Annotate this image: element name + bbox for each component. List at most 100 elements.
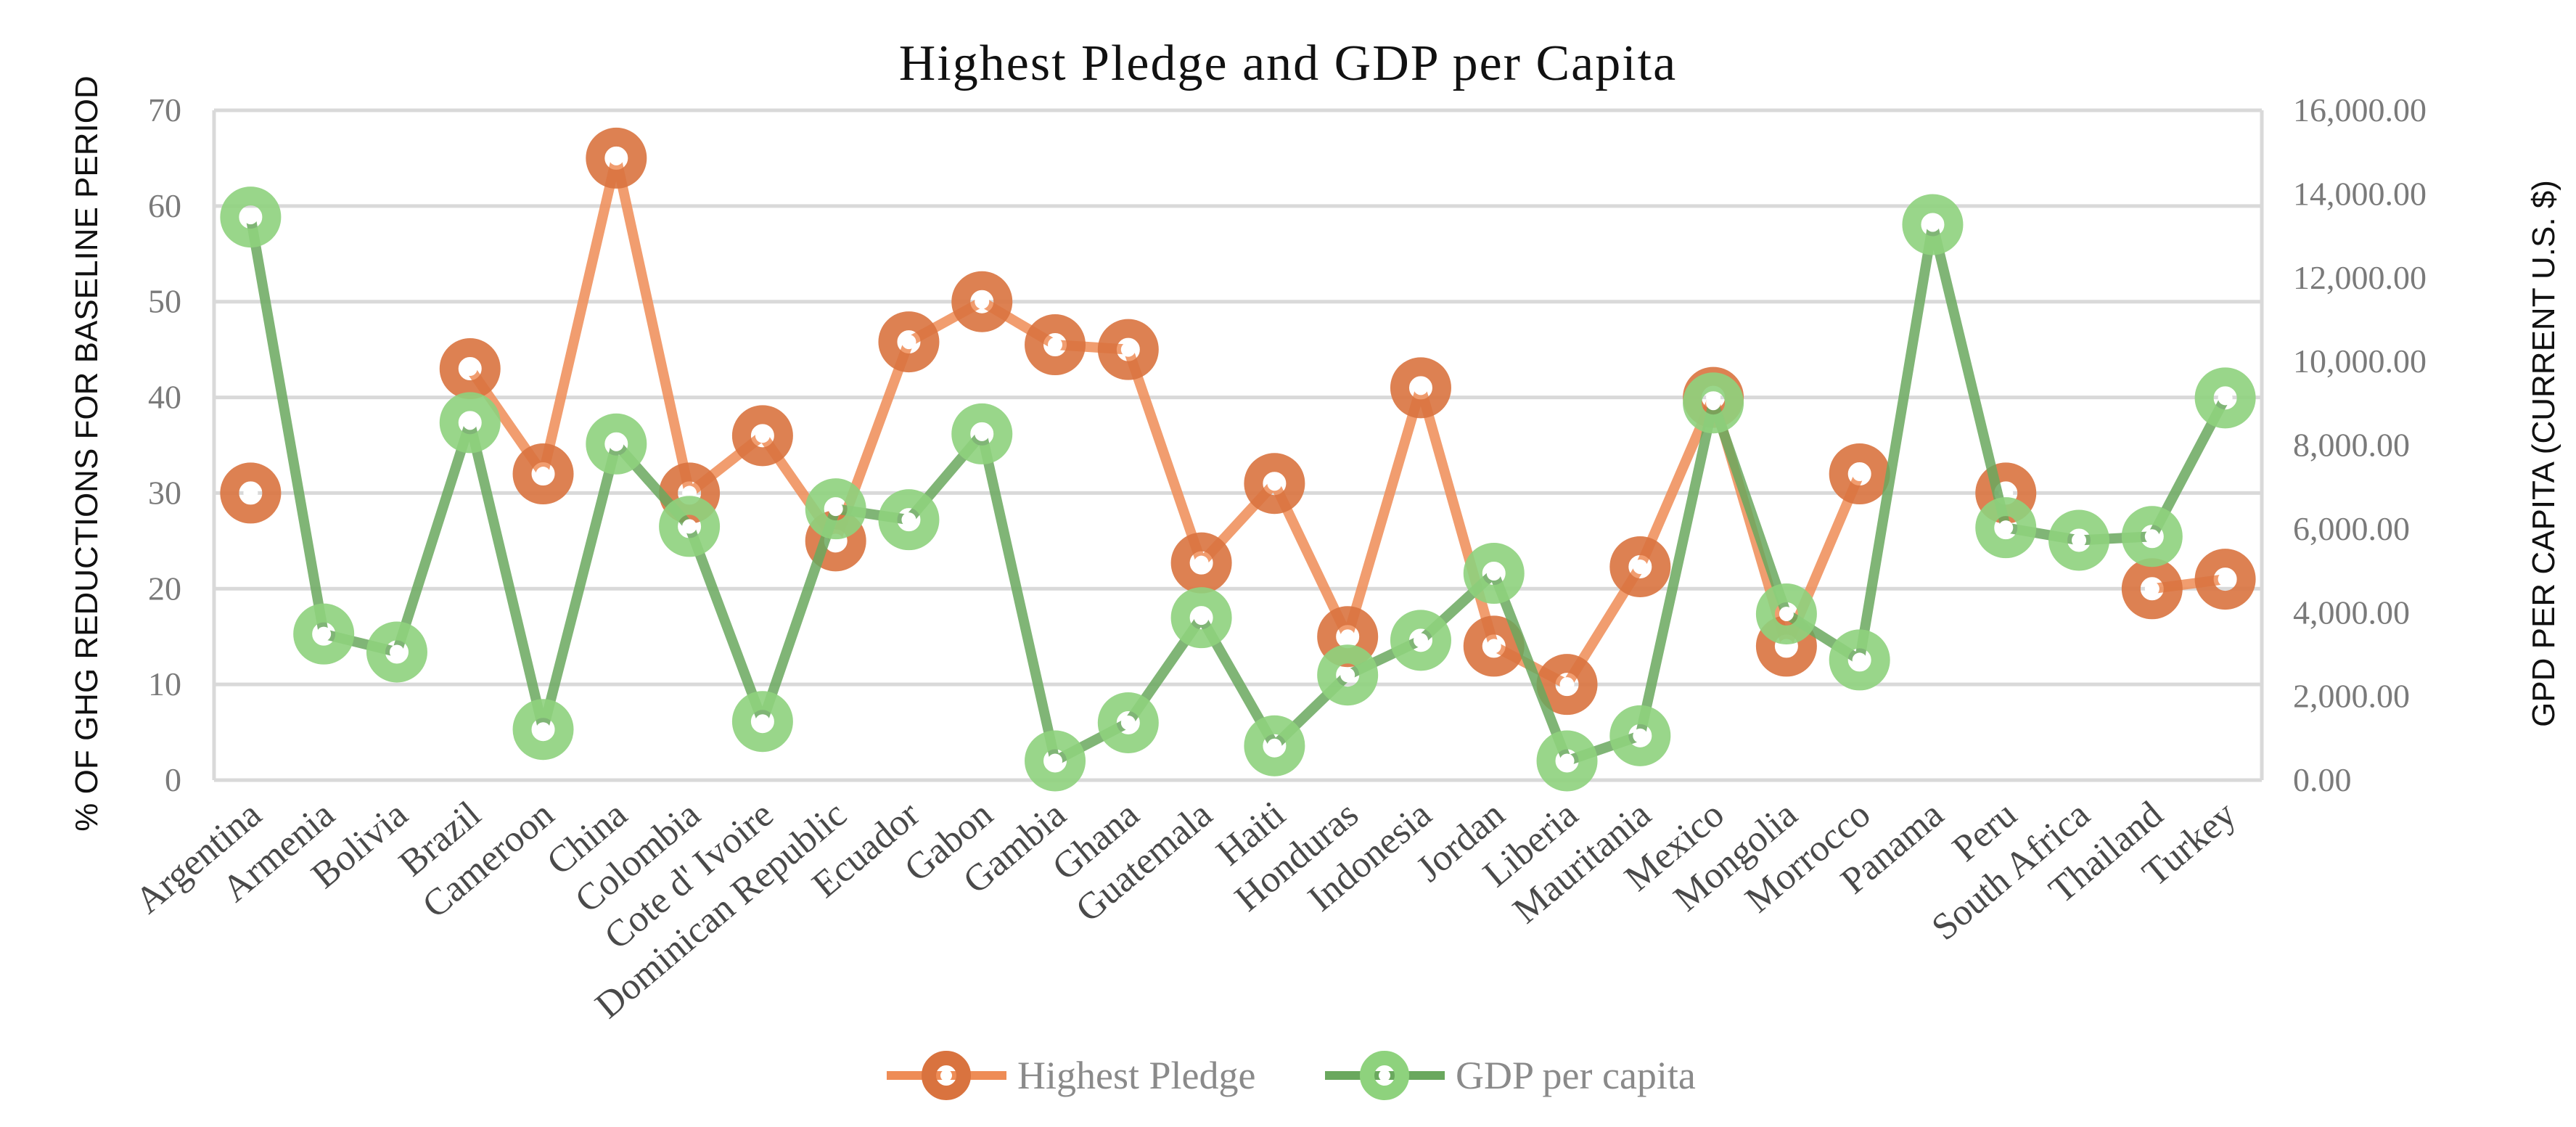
series-0	[220, 127, 2256, 716]
y2-tick-label: 0.00	[2293, 761, 2352, 798]
data-point	[2194, 549, 2256, 610]
data-point-center	[1852, 652, 1867, 668]
data-point-center	[462, 415, 477, 430]
y-tick-label: 40	[148, 379, 181, 416]
data-point-center	[1048, 753, 1063, 769]
data-point	[1097, 319, 1159, 380]
y-tick-label: 10	[148, 665, 181, 702]
data-point	[439, 338, 501, 400]
data-point-center	[1706, 396, 1721, 411]
data-point	[1902, 194, 1964, 255]
data-point-center	[1413, 633, 1428, 648]
y2-tick-label: 2,000.00	[2293, 678, 2410, 715]
data-point-center	[1194, 555, 1209, 570]
data-point	[1463, 615, 1525, 677]
data-point-center	[609, 436, 624, 451]
series-line	[464, 152, 1865, 690]
data-point	[1755, 615, 1817, 677]
data-point	[1683, 372, 1744, 434]
legend: Highest Pledge GDP per capita	[887, 1051, 1696, 1100]
y-tick-label: 70	[148, 91, 181, 128]
data-point-center	[755, 428, 770, 443]
data-point-center	[1633, 728, 1648, 743]
series-layer	[220, 127, 2256, 792]
data-point-center	[2144, 529, 2159, 544]
data-point	[1829, 629, 1890, 691]
data-point	[586, 413, 647, 475]
data-point	[1536, 654, 1598, 716]
data-point	[1390, 357, 1451, 419]
data-point	[1755, 583, 1817, 644]
y-axis-title: % OF GHG REDUCTIONS FOR BASELINE PERIOD	[69, 75, 104, 831]
data-point	[1829, 443, 1890, 505]
data-point	[1025, 314, 1086, 376]
data-point	[2121, 506, 2183, 567]
data-point	[586, 127, 647, 189]
legend-marker-center	[1379, 1070, 1390, 1081]
data-point-center	[1852, 467, 1867, 482]
data-point-center	[2072, 533, 2087, 548]
data-point	[512, 699, 574, 761]
data-point-center	[1779, 606, 1794, 621]
data-point	[366, 621, 427, 683]
data-point	[731, 405, 793, 467]
data-point	[731, 691, 793, 753]
data-point-center	[243, 485, 258, 501]
series-line	[245, 212, 2231, 766]
y2-tick-label: 12,000.00	[2293, 259, 2427, 296]
data-point	[805, 478, 866, 540]
data-point-center	[1340, 629, 1355, 644]
data-point	[659, 496, 721, 557]
y-tick-label: 50	[148, 283, 181, 320]
data-point-center	[1925, 217, 1940, 232]
data-point	[439, 392, 501, 454]
data-point-center	[243, 210, 258, 225]
data-point	[951, 403, 1013, 464]
data-point-center	[1559, 677, 1575, 692]
legend-item-1: GDP per capita	[1325, 1051, 1696, 1100]
data-point-center	[901, 335, 916, 350]
data-point	[1170, 587, 1232, 649]
data-point-center	[1267, 738, 1282, 753]
data-point-center	[975, 426, 990, 441]
y2-tick-label: 6,000.00	[2293, 510, 2410, 547]
y2-tick-label: 10,000.00	[2293, 343, 2427, 380]
data-point-center	[901, 512, 916, 528]
data-point-center	[1559, 753, 1575, 769]
legend-marker	[922, 1051, 971, 1100]
data-point-center	[1267, 476, 1282, 491]
y-tick-label: 0	[165, 761, 181, 798]
data-point-center	[2144, 581, 2159, 597]
data-point	[1609, 536, 1671, 597]
data-point	[1317, 644, 1379, 706]
y-tick-label: 20	[148, 570, 181, 607]
data-point-center	[755, 714, 770, 729]
y-tick-label: 30	[148, 474, 181, 511]
y-tick-label: 60	[148, 187, 181, 224]
data-point-center	[1486, 639, 1501, 654]
data-point-center	[316, 626, 332, 642]
y2-tick-label: 4,000.00	[2293, 594, 2410, 631]
legend-marker	[1360, 1051, 1409, 1100]
data-point-center	[536, 722, 551, 737]
data-point	[951, 271, 1013, 332]
y2-tick-label: 16,000.00	[2293, 91, 2427, 128]
data-point	[1170, 532, 1232, 594]
data-point	[1463, 543, 1525, 605]
data-point	[878, 489, 940, 551]
data-point	[2194, 367, 2256, 429]
data-point-center	[2218, 572, 2233, 587]
data-point	[1975, 497, 2037, 559]
data-point-center	[609, 150, 624, 165]
data-point	[1097, 692, 1159, 753]
data-point-center	[1998, 520, 2014, 536]
data-point-center	[828, 501, 843, 517]
data-point	[1244, 715, 1305, 776]
legend-label: Highest Pledge	[1017, 1054, 1255, 1097]
data-point-center	[1120, 715, 1136, 730]
data-point-center	[536, 467, 551, 482]
data-point-center	[1340, 668, 1355, 683]
data-point	[1244, 453, 1305, 515]
